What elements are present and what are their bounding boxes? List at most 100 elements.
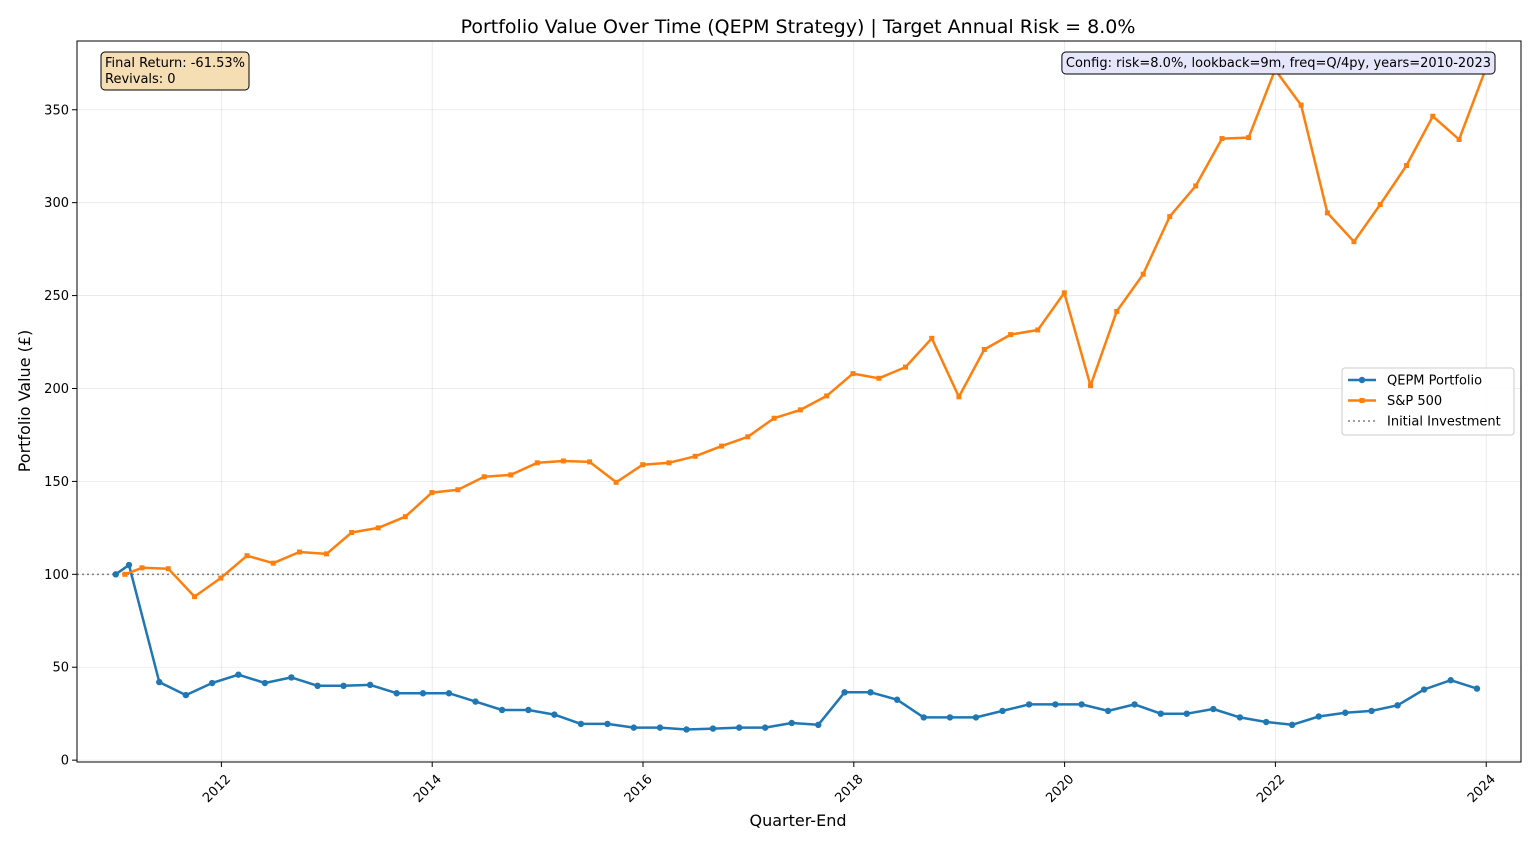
data-point	[771, 415, 777, 421]
data-point	[709, 725, 717, 732]
data-point	[1167, 214, 1173, 220]
annotation-text: Config: risk=8.0%, lookback=9m, freq=Q/4…	[1066, 56, 1491, 71]
data-point	[604, 720, 611, 728]
data-point	[1377, 202, 1383, 208]
data-point	[981, 346, 987, 352]
data-point	[1078, 701, 1085, 708]
data-point	[683, 726, 690, 733]
data-point	[525, 706, 532, 714]
annotation-background	[100, 51, 250, 91]
annotation-text: Final Return: -61.53%	[105, 56, 245, 71]
data-point	[577, 720, 585, 728]
data-point	[508, 472, 514, 478]
data-point	[192, 594, 198, 600]
data-point	[956, 394, 962, 400]
annotations: Final Return: -61.53%Revivals: 0 Config: …	[100, 51, 1496, 91]
data-point	[1052, 701, 1059, 708]
y-axis: 0 50 100 150 200 250 300 350	[44, 103, 77, 769]
data-point	[841, 689, 848, 696]
y-axis-label: Portfolio Value (£)	[15, 330, 34, 473]
data-point	[270, 560, 276, 566]
data-point	[867, 689, 874, 696]
data-point	[314, 682, 321, 690]
data-point	[692, 453, 698, 459]
data-point	[902, 364, 908, 370]
x-tick-label: 2024	[1465, 772, 1499, 806]
legend-entry: S&P 500	[1348, 394, 1442, 409]
data-point	[455, 487, 461, 493]
data-point	[1342, 709, 1349, 716]
data-point	[429, 490, 435, 496]
data-point	[1025, 701, 1033, 708]
data-point	[1246, 135, 1252, 141]
x-tick-label: 2014	[411, 772, 445, 806]
data-point	[1368, 707, 1375, 715]
legend: QEPM Portfolio S&P 500 Initial Investment	[1341, 367, 1515, 436]
data-point	[560, 458, 566, 464]
data-point	[1351, 239, 1357, 245]
data-point	[587, 459, 593, 465]
data-point	[551, 711, 558, 718]
data-point	[1456, 136, 1462, 142]
data-point	[1404, 163, 1410, 169]
data-point	[472, 698, 479, 705]
legend-entry: Initial Investment	[1348, 415, 1501, 430]
data-point	[122, 571, 128, 577]
data-point	[534, 460, 540, 466]
legend-label: Initial Investment	[1387, 415, 1501, 430]
series-1	[122, 67, 1488, 600]
series-layer	[112, 67, 1488, 733]
data-point	[244, 553, 250, 559]
data-point	[375, 525, 381, 531]
data-point	[1288, 721, 1296, 729]
data-point	[788, 719, 795, 727]
data-point	[761, 724, 769, 731]
y-tick-label: 250	[44, 289, 69, 304]
data-point	[946, 714, 954, 721]
data-point	[156, 678, 163, 686]
data-point	[402, 514, 408, 520]
grid-lines	[77, 41, 1521, 762]
data-point	[125, 561, 133, 569]
data-point	[288, 674, 295, 681]
data-point	[929, 335, 935, 341]
legend-frame	[1341, 367, 1515, 436]
data-point	[1061, 290, 1067, 296]
data-point	[1140, 271, 1146, 277]
y-tick-label: 350	[44, 103, 69, 118]
data-point	[1420, 686, 1428, 693]
data-point	[893, 696, 901, 703]
data-point	[235, 671, 242, 678]
x-axis: 2012 2014 2016 2018 2020 2022 2024	[200, 762, 1499, 806]
data-point	[393, 690, 400, 697]
data-point	[1210, 705, 1217, 713]
data-point	[324, 551, 330, 557]
data-point	[613, 479, 619, 485]
data-point	[1131, 701, 1138, 708]
data-point	[666, 460, 672, 466]
chart-title: Portfolio Value Over Time (QEPM Strategy…	[461, 16, 1136, 38]
data-point	[815, 721, 822, 729]
legend-label: QEPM Portfolio	[1387, 374, 1482, 389]
data-point	[745, 434, 751, 440]
annotation-box-0: Final Return: -61.53%Revivals: 0	[100, 51, 250, 91]
legend-entry: QEPM Portfolio	[1348, 374, 1482, 389]
data-point	[261, 679, 269, 687]
data-point	[656, 724, 664, 731]
data-point	[296, 549, 302, 555]
annotation-box-1: Config: risk=8.0%, lookback=9m, freq=Q/4…	[1061, 51, 1496, 75]
series-0	[112, 561, 1481, 733]
data-point	[1088, 383, 1094, 389]
data-point	[498, 706, 506, 714]
data-point	[1183, 710, 1190, 717]
data-point	[972, 714, 980, 721]
data-point	[218, 575, 224, 581]
y-tick-label: 150	[44, 475, 69, 490]
plot-frame	[76, 40, 1522, 763]
data-point	[1104, 707, 1112, 715]
x-tick-label: 2022	[1254, 772, 1288, 806]
y-tick-label: 300	[44, 196, 69, 211]
data-point	[735, 724, 743, 731]
data-point	[850, 371, 856, 377]
